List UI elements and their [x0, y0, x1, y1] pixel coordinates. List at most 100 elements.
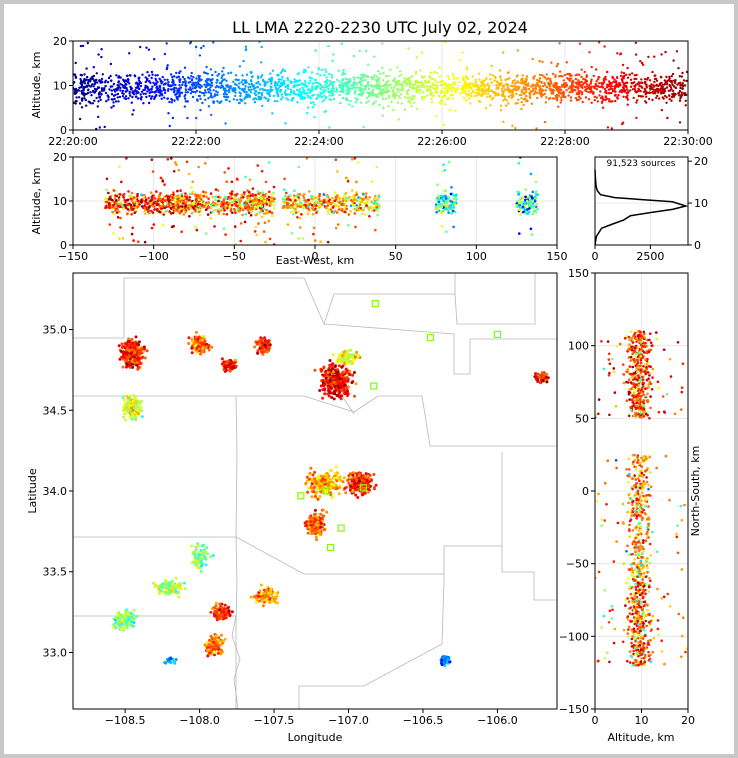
source-point: [145, 95, 148, 99]
source-point: [289, 205, 293, 209]
source-point: [500, 79, 503, 82]
source-point: [451, 97, 454, 100]
source-point: [186, 76, 190, 79]
source-point: [209, 192, 213, 195]
source-point: [398, 96, 402, 100]
source-point: [106, 94, 110, 97]
source-point: [118, 237, 121, 240]
source-point: [259, 76, 263, 79]
source-point: [142, 102, 145, 105]
source-point: [91, 102, 95, 105]
source-point: [98, 95, 102, 99]
source-point: [638, 82, 641, 85]
source-point: [238, 210, 241, 213]
source-point: [171, 75, 174, 79]
source-point: [318, 194, 321, 198]
source-point: [210, 81, 214, 85]
source-point: [138, 87, 141, 91]
source-point: [322, 86, 326, 89]
source-point: [440, 102, 443, 106]
source-point: [533, 75, 536, 78]
source-point: [575, 92, 578, 96]
source-point: [105, 177, 109, 181]
source-point: [526, 212, 529, 216]
source-point: [89, 102, 92, 105]
source-point: [479, 100, 482, 104]
source-point: [149, 191, 153, 194]
source-point: [678, 91, 681, 95]
source-point: [316, 196, 319, 200]
source-point: [450, 212, 454, 215]
source-point: [660, 53, 663, 56]
source-point: [221, 74, 224, 78]
source-point: [426, 85, 429, 88]
source-point: [340, 81, 344, 85]
source-point: [139, 406, 143, 410]
source-point: [377, 203, 381, 207]
source-point: [235, 198, 238, 202]
source-point: [438, 66, 441, 69]
source-point: [648, 84, 651, 88]
source-point: [491, 74, 494, 77]
source-point: [263, 336, 267, 340]
source-point: [363, 213, 367, 216]
source-point: [529, 203, 532, 206]
source-point: [220, 76, 223, 80]
source-point: [588, 51, 591, 54]
source-point: [311, 106, 315, 109]
source-point: [635, 73, 638, 77]
source-point: [100, 92, 103, 96]
source-point: [463, 86, 466, 90]
source-point: [582, 77, 585, 81]
source-point: [270, 76, 273, 80]
source-point: [393, 80, 396, 83]
source-point: [293, 78, 296, 81]
source-point: [447, 211, 450, 214]
source-point: [430, 77, 433, 81]
source-point: [613, 89, 616, 93]
source-point: [633, 87, 636, 91]
source-point: [190, 212, 194, 215]
source-point: [220, 209, 223, 212]
source-point: [671, 83, 674, 87]
source-point: [151, 85, 154, 88]
lma-figure: LL LMA 2220-2230 UTC July 02, 2024 22:20…: [26, 18, 713, 744]
source-point: [108, 223, 112, 226]
source-point: [396, 101, 400, 104]
source-point: [260, 350, 264, 354]
source-point: [326, 209, 330, 213]
source-point: [438, 95, 441, 98]
source-point: [407, 79, 410, 82]
source-point: [216, 78, 219, 82]
source-point: [543, 120, 547, 124]
altitude-axis-tick-label: 10: [53, 195, 67, 208]
source-point: [119, 226, 122, 229]
source-point: [212, 202, 215, 206]
source-point: [181, 81, 185, 84]
source-point: [671, 92, 674, 96]
source-point: [382, 88, 385, 92]
source-point: [284, 92, 288, 96]
source-point: [488, 85, 491, 88]
source-point: [426, 94, 429, 97]
source-point: [449, 93, 452, 97]
source-point: [566, 72, 569, 76]
source-point: [364, 49, 368, 53]
source-point: [683, 84, 687, 87]
source-point: [633, 77, 636, 81]
source-point: [522, 103, 525, 107]
source-point: [127, 78, 130, 82]
source-point: [432, 94, 435, 98]
source-point: [126, 340, 130, 344]
source-point: [130, 191, 134, 195]
source-point: [253, 86, 257, 90]
source-point: [244, 96, 247, 99]
source-point: [511, 81, 514, 85]
source-point: [638, 84, 641, 88]
source-point: [289, 88, 292, 91]
source-point: [363, 206, 366, 209]
source-point: [329, 98, 333, 102]
source-point: [191, 202, 194, 205]
source-point: [647, 97, 651, 101]
source-point: [229, 87, 232, 90]
